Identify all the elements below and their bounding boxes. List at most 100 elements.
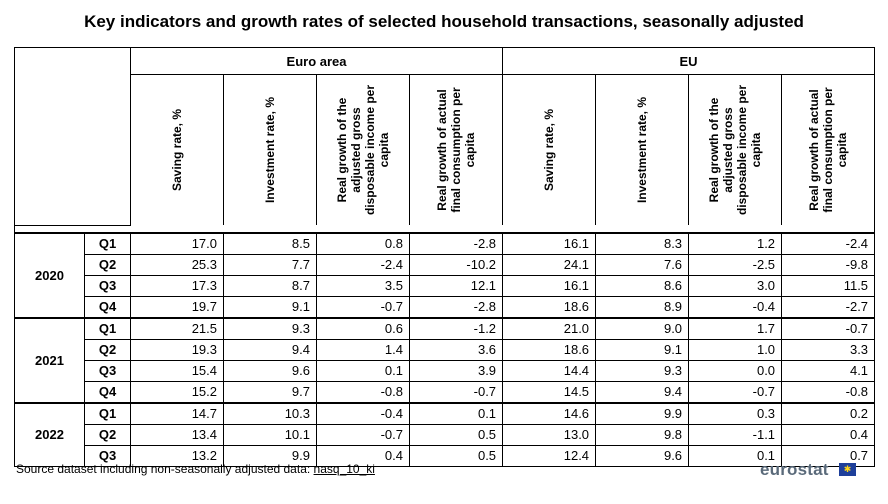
value-cell: -9.8 [781,253,876,275]
value-cell: 9.4 [223,338,317,360]
value-cell: 3.3 [781,338,876,360]
value-cell: 24.1 [502,253,597,275]
value-cell: -0.7 [409,380,504,403]
value-cell: 3.5 [316,274,410,296]
value-cell: 0.7 [781,444,876,467]
value-cell: 8.3 [595,231,690,254]
value-cell: -2.8 [409,295,504,318]
value-cell: 21.5 [130,316,224,339]
page-title: Key indicators and growth rates of selec… [84,12,804,31]
flag-stars-icon: ✱ [843,464,852,474]
value-cell: 9.0 [595,316,690,339]
eu-flag-icon: ✱ [839,463,856,476]
value-cell: -2.7 [781,295,876,318]
dataset-link[interactable]: nasq_10_ki [313,462,375,476]
column-header: Real growth of the adjusted gross dispos… [316,74,410,225]
table-row: 2022 Q1 14.7 10.3 -0.4 0.1 14.6 9.9 0.3 0.2 [14,401,876,467]
value-cell: -1.2 [409,316,504,339]
value-cell: 1.7 [688,316,783,339]
value-cell: -0.4 [316,401,410,424]
value-cell: 12.4 [502,444,597,467]
quarter-cell: Q4 [84,295,131,318]
value-cell: 14.6 [502,401,597,424]
group-header-eu: EU [502,47,876,75]
value-cell: 0.1 [688,444,783,467]
column-header-label: Investment rate, % [263,96,277,204]
value-cell: 9.7 [223,380,317,403]
value-cell: 4.1 [781,359,876,381]
value-cell: 11.5 [781,274,876,296]
column-header-label: Real growth of the adjusted gross dispos… [707,84,764,216]
year-cell: 2022 [14,401,85,467]
value-cell: 9.9 [595,401,690,424]
value-cell: 9.1 [223,295,317,318]
quarter-cell: Q3 [84,444,131,467]
value-cell: 9.4 [595,380,690,403]
table-row: Q3 17.3 8.7 3.5 12.1 16.1 8.6 3.0 11.5 [15,274,876,296]
value-cell: 0.3 [688,401,783,424]
column-header-label: Real growth of the adjusted gross dispos… [335,84,391,216]
value-cell: -0.7 [316,423,410,445]
quarter-cell: Q3 [84,274,131,296]
value-cell: 0.1 [409,401,504,424]
value-cell: 3.9 [409,359,504,381]
value-cell: 1.4 [316,338,410,360]
value-cell: 0.8 [316,231,410,254]
quarter-cell: Q2 [84,423,131,445]
value-cell: 9.6 [595,444,690,467]
source-text: Source dataset including non-seasonally … [16,462,314,476]
value-cell: 0.0 [688,359,783,381]
value-cell: -0.7 [688,380,783,403]
value-cell: -10.2 [409,253,504,275]
value-cell: 14.7 [130,401,224,424]
value-cell: 0.1 [316,359,410,381]
value-cell: 8.7 [223,274,317,296]
value-cell: 0.5 [409,423,504,445]
year-cell: 2020 [14,231,85,318]
value-cell: -1.1 [688,423,783,445]
quarter-cell: Q1 [84,401,131,424]
quarter-cell: Q2 [84,253,131,275]
value-cell: 9.9 [223,444,317,467]
value-cell: 0.5 [409,444,504,467]
value-cell: 7.6 [595,253,690,275]
value-cell: 0.4 [781,423,876,445]
value-cell: -0.4 [688,295,783,318]
quarter-cell: Q1 [84,231,131,254]
value-cell: 8.6 [595,274,690,296]
value-cell: 16.1 [502,231,597,254]
year-cell: 2021 [14,316,85,403]
value-cell: 13.2 [130,444,224,467]
quarter-cell: Q4 [84,380,131,403]
table-row: Q3 15.4 9.6 0.1 3.9 14.4 9.3 0.0 4.1 [15,359,876,381]
quarter-cell: Q2 [84,338,131,360]
column-header: Real growth of the adjusted gross dispos… [688,74,783,225]
value-cell: 18.6 [502,338,597,360]
eurostat-logo: eurostat [760,460,829,479]
value-cell: 1.0 [688,338,783,360]
value-cell: 0.2 [781,401,876,424]
column-header-label: Real growth of actual final consumption … [807,87,850,213]
column-header-label: Real growth of actual final consumption … [435,87,478,213]
indicators-table: Euro area EU Saving rate, % Investment ra… [13,47,876,467]
value-cell: 16.1 [502,274,597,296]
header-corner [14,47,131,226]
column-header: Saving rate, % [130,74,224,225]
value-cell: 1.2 [688,231,783,254]
value-cell: -0.8 [316,380,410,403]
value-cell: 25.3 [130,253,224,275]
value-cell: 7.7 [223,253,317,275]
value-cell: 9.1 [595,338,690,360]
value-cell: 21.0 [502,316,597,339]
column-header-label: Saving rate, % [542,108,557,192]
value-cell: 19.3 [130,338,224,360]
table-row: 2021 Q1 21.5 9.3 0.6 -1.2 21.0 9.0 1.7 -0.7 [14,316,876,403]
value-cell: 10.3 [223,401,317,424]
value-cell: 8.5 [223,231,317,254]
value-cell: 13.4 [130,423,224,445]
value-cell: 9.3 [595,359,690,381]
column-header: Investment rate, % [595,74,690,225]
value-cell: 18.6 [502,295,597,318]
value-cell: -2.8 [409,231,504,254]
header-spacer [13,225,876,233]
